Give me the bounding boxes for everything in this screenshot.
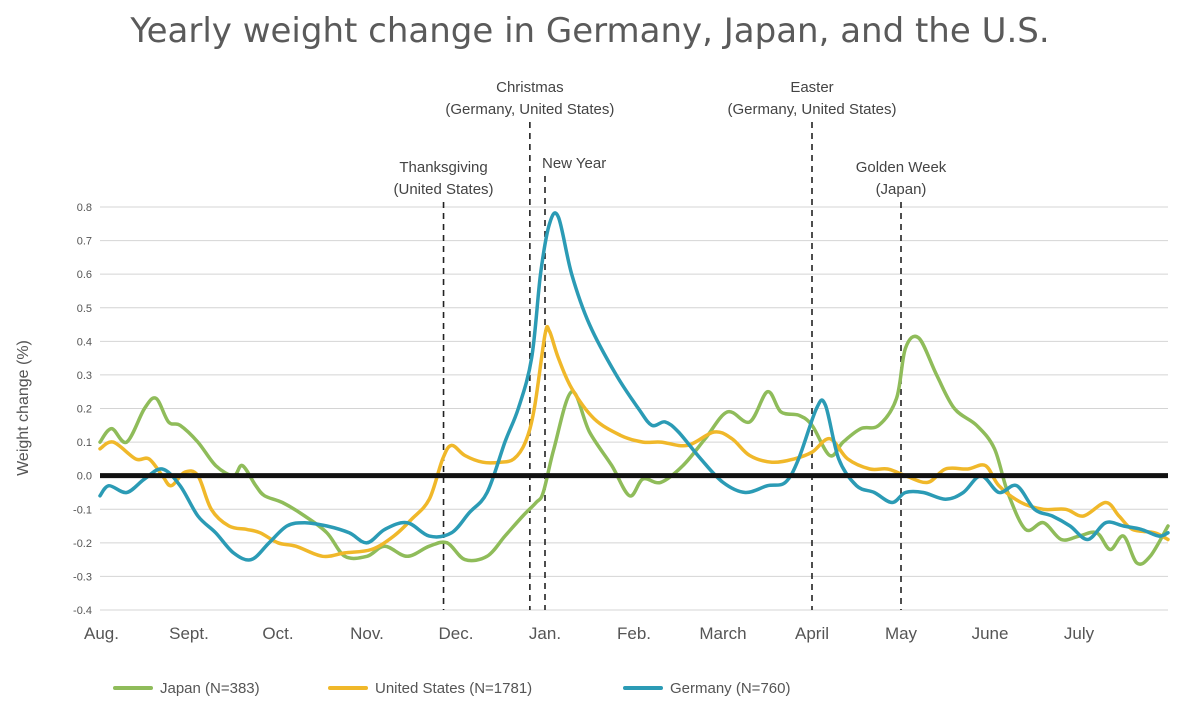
x-tick-label: Dec. [439,624,474,643]
y-tick-labels: 0.8 0.7 0.6 0.5 0.4 0.3 0.2 0.1 0.0 -0.1 -0.2 -0.3 -… [73,202,92,617]
x-tick-label: Aug. [84,624,119,643]
y-tick-label: 0.1 [77,437,92,449]
series-line-united-states [98,324,1170,559]
event-label-easter: Easter [790,79,833,96]
gridlines [100,206,1168,611]
event-label-christmas: (Germany, United States) [445,101,614,118]
x-tick-label: Sept. [169,624,209,643]
x-tick-label: Oct. [262,624,293,643]
x-tick-label: May [885,624,918,643]
event-label-easter: (Germany, United States) [728,101,897,118]
y-axis-label: Weight change (%) [15,340,32,476]
series-lines [98,211,1170,566]
y-tick-label: 0.0 [77,471,92,483]
y-tick-label: 0.6 [77,269,92,281]
legend: Japan (N=383) United States (N=1781) Germa… [113,680,790,697]
y-tick-label: -0.4 [73,605,92,617]
series-line-germany [98,211,1170,562]
legend-label-germany: Germany (N=760) [670,680,790,697]
x-tick-label: July [1064,624,1095,643]
y-tick-label: 0.3 [77,370,92,382]
y-tick-label: 0.7 [77,236,92,248]
y-tick-label: -0.3 [73,571,92,583]
legend-label-united-states: United States (N=1781) [375,680,532,697]
x-tick-label: March [699,624,746,643]
x-tick-label: Nov. [350,624,384,643]
chart-title: Yearly weight change in Germany, Japan, … [129,11,1049,51]
y-tick-label: -0.2 [73,538,92,550]
y-tick-label: 0.5 [77,303,92,315]
x-tick-label: April [795,624,829,643]
event-label-new-year: New Year [542,155,606,172]
legend-label-japan: Japan (N=383) [160,680,260,697]
event-label-thanksgiving: Thanksgiving [399,159,487,176]
event-label-golden-week: (Japan) [876,181,927,198]
event-markers: Thanksgiving (United States) Christmas (Ger… [394,79,947,610]
event-label-christmas: Christmas [496,79,564,96]
event-label-golden-week: Golden Week [856,159,947,176]
y-tick-label: 0.2 [77,404,92,416]
x-tick-labels: Aug. Sept. Oct. Nov. Dec. Jan. Feb. March April M… [84,624,1095,643]
y-tick-label: 0.8 [77,202,92,214]
x-tick-label: Feb. [617,624,651,643]
x-tick-label: June [972,624,1009,643]
x-tick-label: Jan. [529,624,561,643]
y-tick-label: -0.1 [73,504,92,516]
series-line-japan [98,334,1170,566]
event-label-thanksgiving: (United States) [394,181,494,198]
y-tick-label: 0.4 [77,336,92,348]
